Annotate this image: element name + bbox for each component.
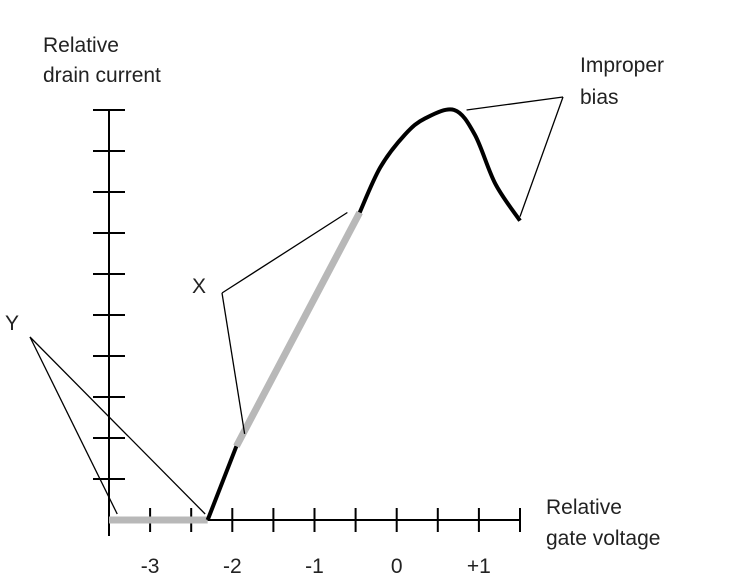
leader-line	[221, 292, 246, 435]
leader-line	[29, 336, 118, 515]
axis-ticks	[93, 109, 521, 532]
axes	[108, 110, 520, 536]
leader-line	[29, 336, 206, 515]
y-axis-label-line-1: Relative	[43, 34, 119, 57]
leader-line	[519, 96, 564, 217]
x-tick-labels: -3 -2 -1 0 +1	[141, 555, 491, 578]
curve-segment-2	[233, 210, 363, 448]
annotation-label-improper-line-1: Improper	[580, 54, 664, 77]
x-tick-label: -2	[223, 555, 242, 578]
curve	[109, 107, 522, 524]
x-axis-label-line-1: Relative	[546, 496, 622, 519]
x-tick-label: -1	[305, 555, 324, 578]
x-axis-label-line-2: gate voltage	[546, 527, 660, 550]
annotation-leaders	[29, 96, 564, 515]
annotation-label-improper-line-2: bias	[580, 86, 619, 109]
curve-segment-1	[205, 445, 239, 521]
annotation-label-x: X	[192, 275, 206, 298]
curve-segment-3	[357, 107, 522, 222]
x-tick-label: 0	[391, 555, 403, 578]
leader-line	[466, 96, 564, 111]
x-tick-label: +1	[467, 555, 491, 578]
leader-line	[221, 211, 348, 294]
x-tick-label: -3	[141, 555, 160, 578]
y-axis-label-line-2: drain current	[43, 64, 161, 87]
annotation-label-y: Y	[5, 312, 19, 335]
